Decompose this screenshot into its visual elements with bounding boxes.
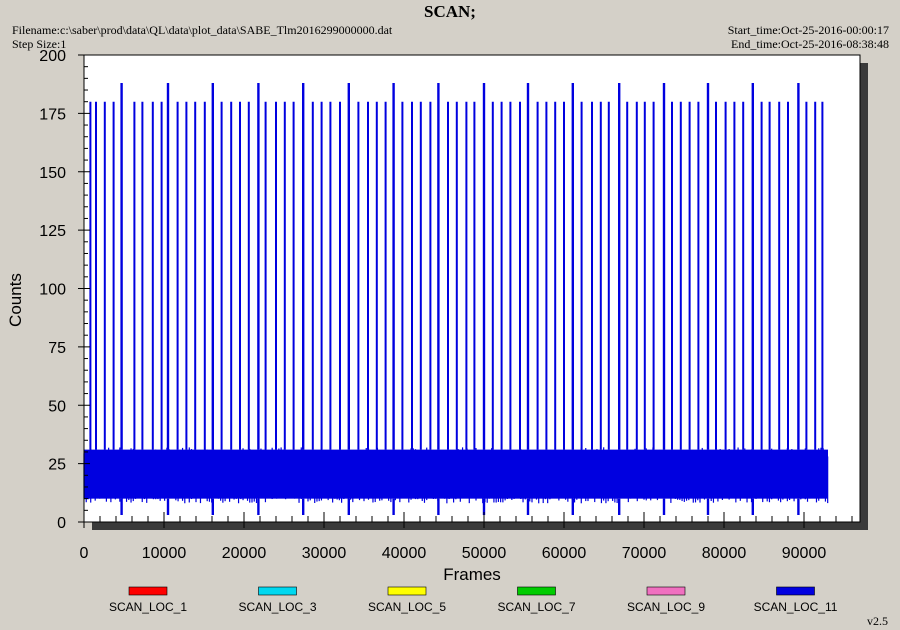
legend-swatch-scan-loc-7 [517, 586, 556, 596]
x-tick-label: 40000 [382, 545, 427, 562]
x-tick-label: 20000 [222, 545, 267, 562]
legend-label: SCAN_LOC_1 [109, 600, 187, 614]
legend-label: SCAN_LOC_9 [627, 600, 705, 614]
y-tick-label: 25 [48, 457, 66, 474]
y-tick-label: 150 [39, 165, 66, 182]
y-tick-label: 175 [39, 106, 66, 123]
x-tick-label: 70000 [622, 545, 667, 562]
legend: SCAN_LOC_1 SCAN_LOC_3 SCAN_LOC_5 SCAN_LOC_7… [109, 586, 838, 614]
x-tick-label: 10000 [142, 545, 187, 562]
legend-swatch-scan-loc-9 [646, 586, 686, 596]
x-tick-label: 50000 [462, 545, 507, 562]
x-tick-label: 80000 [702, 545, 747, 562]
chart-title: SCAN; [424, 2, 476, 21]
start-time-label: Start_time:Oct-25-2016-00:00:17 [727, 23, 889, 37]
end-time-label: End_time:Oct-25-2016-08:38:48 [731, 37, 889, 51]
y-tick-label: 100 [39, 282, 66, 299]
y-tick-label: 200 [39, 48, 66, 65]
y-tick-label: 75 [48, 340, 66, 357]
legend-label: SCAN_LOC_11 [754, 600, 838, 614]
legend-swatch-scan-loc-3 [258, 586, 297, 596]
legend-label: SCAN_LOC_3 [238, 600, 316, 614]
axes-layer: 0 25 50 75 100 125 150 175 200 0 10000 20000 30000 40… [39, 48, 860, 562]
legend-label: SCAN_LOC_7 [497, 600, 575, 614]
y-tick-label: 125 [39, 223, 66, 240]
y-axis-label: Counts [6, 273, 25, 327]
y-tick-label: 50 [48, 398, 66, 415]
filename-label: Filename:c:\saber\prod\data\QL\data\plot… [12, 23, 393, 37]
x-tick-label: 30000 [302, 545, 347, 562]
legend-swatch-scan-loc-11 [776, 586, 815, 596]
x-tick-label: 0 [80, 545, 89, 562]
legend-label: SCAN_LOC_5 [368, 600, 446, 614]
step-size-label: Step Size:1 [12, 37, 67, 51]
legend-swatch-scan-loc-1 [128, 586, 168, 596]
series-layer [83, 83, 829, 515]
y-tick-label: 0 [57, 515, 66, 532]
legend-swatch-scan-loc-5 [387, 586, 427, 596]
x-axis-label: Frames [443, 565, 501, 584]
x-tick-label: 60000 [542, 545, 587, 562]
version-label: v2.5 [867, 614, 888, 628]
x-tick-label: 90000 [782, 545, 827, 562]
